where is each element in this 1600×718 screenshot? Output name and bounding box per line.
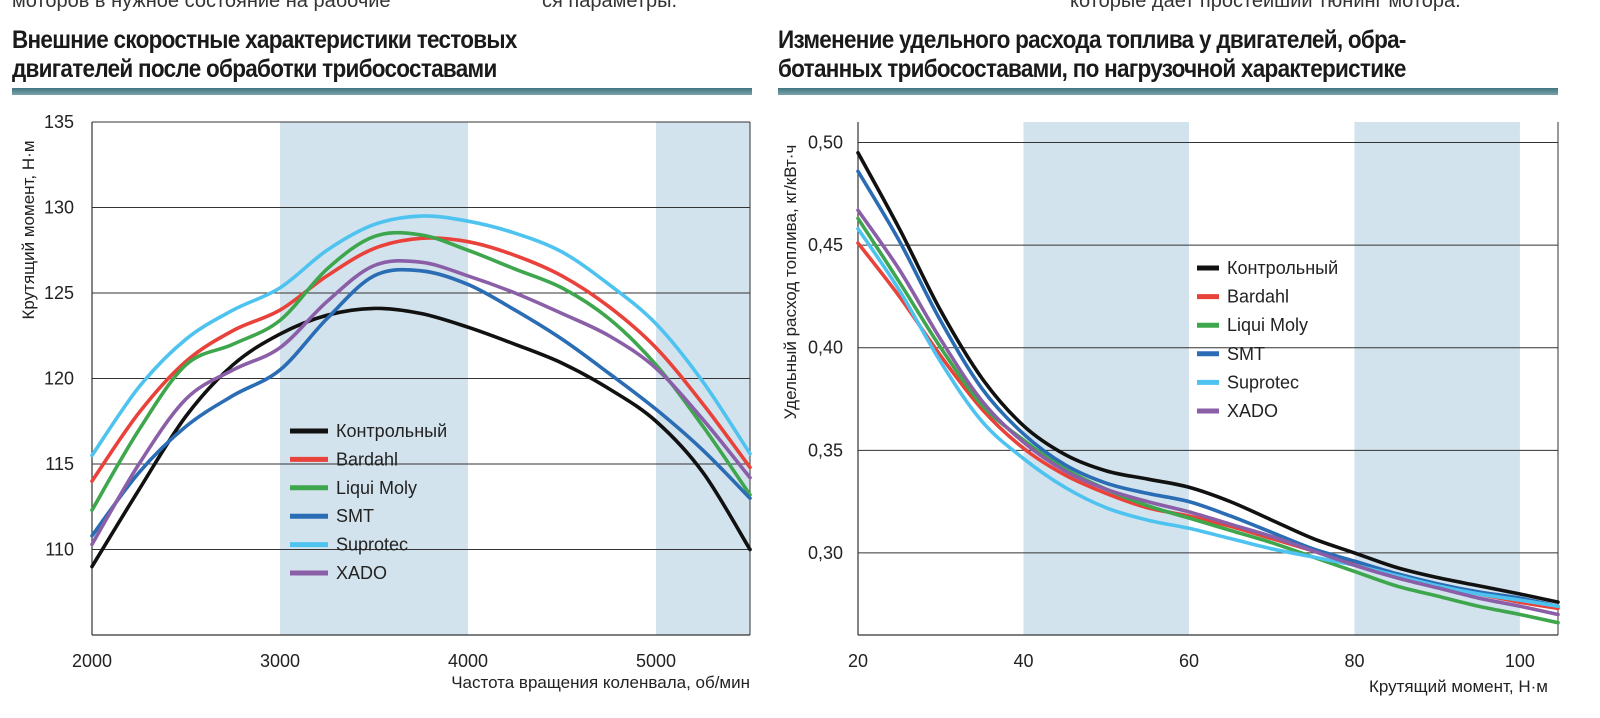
chart-2-title: Изменение удельного расхода топлива у дв… [778,26,1406,84]
x-tick-label: 2000 [72,651,112,671]
cut-off-text-middle: ся параметры. [542,0,678,12]
legend-label: Bardahl [336,449,398,469]
x-axis-label: Частота вращения коленвала, об/мин [451,673,750,692]
chart-2: 0,30 0,35 0,40 0,45 0,50 20 40 60 80 100 Крутящий … [781,122,1560,696]
chart-2-title-bar [778,88,1558,95]
legend-label: Bardahl [1227,287,1289,307]
y-tick-label: 0,40 [808,338,843,358]
cut-off-text-left: моторов в нужное состояние на рабочие [12,0,391,12]
y-tick-label: 0,45 [808,235,843,255]
series-line-liqui-moly [90,230,752,512]
y-axis-label: Удельный расход топлива, кг/кВт·ч [781,145,800,420]
series-line-bardahl [90,236,752,483]
chart-1-title-line-2: двигателей после обработки трибосоставам… [12,55,497,83]
legend-label: XADO [1227,401,1278,421]
chart-1: 110 115 120 125 130 135 2000 3000 4000 5000 Частот… [19,112,752,692]
x-axis-label: Крутящий момент, Н·м [1369,677,1548,696]
legend-label: Suprotec [1227,372,1299,392]
x-tick-label: 100 [1505,651,1535,671]
chart-1-title-bar [12,88,752,95]
x-tick-label: 3000 [260,651,300,671]
series-line-xado [90,259,752,547]
shaded-band [1354,122,1520,635]
chart-2-title-line-1: Изменение удельного расхода топлива у дв… [778,26,1406,54]
x-tick-label: 40 [1013,651,1033,671]
x-tick-label: 60 [1179,651,1199,671]
series-line-контрольный [856,150,1560,604]
legend-label: XADO [336,563,387,583]
legend-label: Liqui Moly [336,478,417,498]
legend-label: SMT [1227,344,1265,364]
series-line-suprotec [90,214,752,458]
x-tick-label: 80 [1344,651,1364,671]
legend: Контрольный Bardahl Liqui Moly SMT Suprotec X… [1197,258,1338,421]
y-tick-label: 125 [44,283,74,303]
legend: Контрольный Bardahl Liqui Moly SMT Suprotec X… [290,421,447,583]
series-line-контрольный [90,306,752,569]
y-tick-label: 130 [44,198,74,218]
series-line-xado [856,208,1560,617]
legend-label: Контрольный [1227,258,1338,278]
x-tick-label: 4000 [448,651,488,671]
chart-1-title: Внешние скоростные характеристики тестов… [12,26,517,84]
x-tick-label: 5000 [636,651,676,671]
y-tick-label: 0,30 [808,543,843,563]
chart-1-title-line-1: Внешние скоростные характеристики тестов… [12,26,517,54]
legend-label: Suprotec [336,535,408,555]
chart-2-title-line-2: ботанных трибосоставами, по нагрузочной … [778,55,1406,83]
y-tick-label: 110 [45,540,74,560]
y-tick-label: 120 [44,369,74,389]
legend-label: Контрольный [336,421,447,441]
series-line-suprotec [856,226,1560,609]
series-line-smt [90,267,752,538]
series-line-smt [856,169,1560,609]
y-tick-label: 0,50 [808,133,843,153]
series-line-liqui-moly [856,216,1560,625]
legend-label: SMT [336,506,374,526]
x-tick-label: 20 [848,651,868,671]
y-tick-label: 135 [44,112,74,132]
shaded-band [1023,122,1189,635]
y-tick-label: 0,35 [808,440,843,460]
cut-off-text-right: которые дает простейший тюнинг мотора. [1070,0,1461,12]
y-tick-label: 115 [45,454,74,474]
legend-label: Liqui Moly [1227,315,1308,335]
y-axis-label: Крутящий момент, Н·м [19,140,38,319]
